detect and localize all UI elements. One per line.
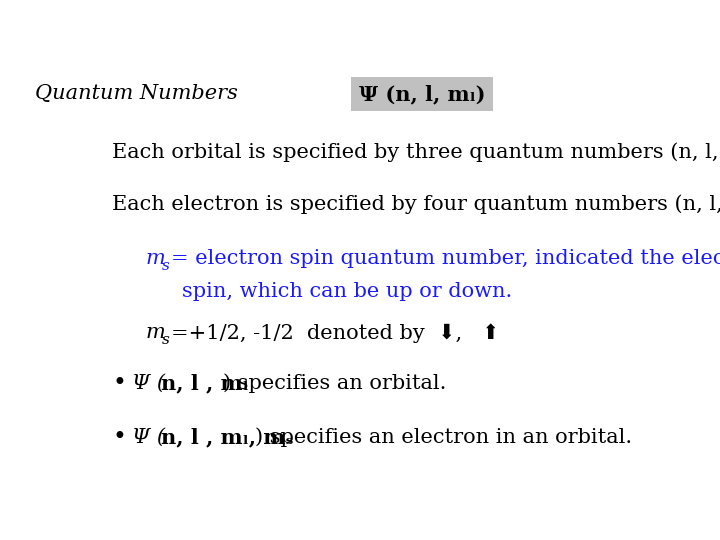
Text: s: s bbox=[161, 334, 169, 347]
Text: = electron spin quantum number, indicated the electron’s: = electron spin quantum number, indicate… bbox=[171, 248, 720, 268]
Text: Quantum Numbers: Quantum Numbers bbox=[35, 84, 238, 103]
Text: •: • bbox=[112, 371, 126, 395]
Text: Each electron is specified by four quantum numbers (n, l, mₗ, mₛ).: Each electron is specified by four quant… bbox=[112, 194, 720, 214]
Text: s: s bbox=[161, 259, 169, 273]
Text: ) specifies an electron in an orbital.: ) specifies an electron in an orbital. bbox=[255, 427, 631, 447]
Text: n, l , mₗ, mₛ: n, l , mₗ, mₛ bbox=[161, 427, 294, 447]
Text: ) specifies an orbital.: ) specifies an orbital. bbox=[222, 373, 446, 393]
Text: Ψ (n, l, mₗ): Ψ (n, l, mₗ) bbox=[359, 84, 485, 104]
Text: Each orbital is specified by three quantum numbers (n, l, mₗ).: Each orbital is specified by three quant… bbox=[112, 142, 720, 162]
Text: n, l , mₗ: n, l , mₗ bbox=[161, 373, 249, 393]
Text: m: m bbox=[145, 323, 166, 342]
Text: Ψ (: Ψ ( bbox=[132, 428, 165, 447]
Text: Ψ (: Ψ ( bbox=[132, 373, 165, 393]
Text: spin, which can be up or down.: spin, which can be up or down. bbox=[182, 282, 513, 301]
Text: •: • bbox=[112, 425, 126, 449]
Text: m: m bbox=[145, 248, 166, 268]
Text: =+1/2, -1/2  denoted by  ⬇,   ⬆: =+1/2, -1/2 denoted by ⬇, ⬆ bbox=[171, 323, 500, 343]
